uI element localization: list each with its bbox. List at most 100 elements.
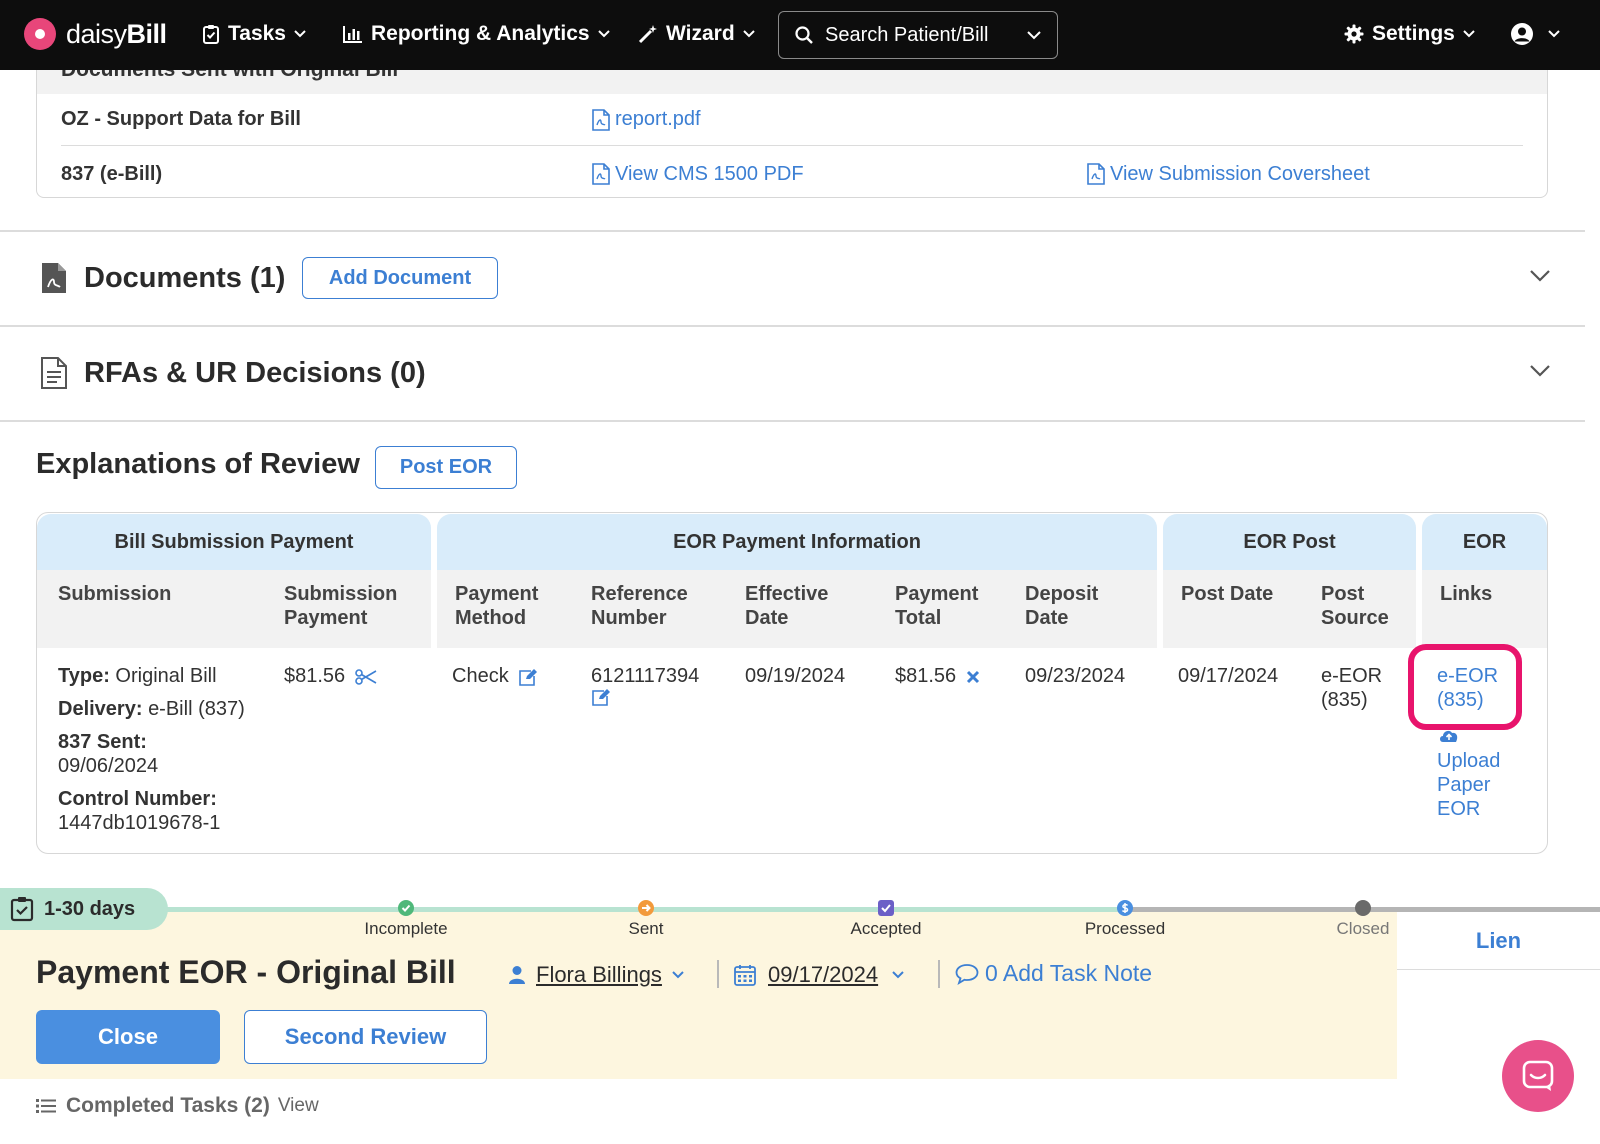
documents-title: Documents (1)	[84, 261, 286, 294]
divider	[938, 960, 940, 988]
status-step-sent: Sent	[566, 900, 726, 939]
header-line: Method	[455, 607, 527, 629]
nav-reporting-menu[interactable]: Reporting & Analytics	[343, 22, 610, 46]
subheader-bg	[37, 570, 431, 648]
close-task-button[interactable]: Close	[36, 1010, 220, 1064]
view-completed-link[interactable]: View	[277, 1095, 319, 1116]
arrow-circle-icon	[638, 900, 654, 916]
group-header-eor-payment-information: EOR Payment Information	[437, 514, 1157, 570]
link-line: Paper	[1437, 774, 1491, 796]
documents-section-header[interactable]: Documents (1) Add Document	[40, 248, 1560, 308]
payment-total-value: $81.56	[895, 665, 957, 687]
task-note-label: 0 Add Task Note	[985, 960, 1153, 986]
completed-tasks-label: Completed Tasks (2)	[66, 1094, 270, 1117]
nav-settings-menu[interactable]: Settings	[1344, 22, 1475, 46]
days-badge-label: 1-30 days	[44, 897, 136, 920]
step-label: Sent	[628, 919, 664, 938]
completed-tasks-toggle[interactable]: Completed Tasks (2) View	[36, 1094, 319, 1118]
remove-x-icon[interactable]	[966, 670, 980, 684]
chevron-down-icon	[742, 30, 755, 38]
days-badge: 1-30 days	[0, 888, 168, 930]
bar-chart-icon	[343, 26, 362, 43]
document-type-label: 837 (e-Bill)	[61, 162, 163, 185]
chevron-down-icon	[1027, 30, 1041, 39]
chevron-down-icon	[597, 30, 610, 38]
tab-lien[interactable]: Lien	[1397, 912, 1600, 970]
header-line: Payment	[455, 583, 539, 605]
column-header-reference-number: Reference Number	[591, 582, 688, 630]
submission-control-number: Control Number: 1447db1019678-1	[58, 787, 278, 835]
step-label: Incomplete	[364, 919, 448, 938]
nav-tasks-label: Tasks	[228, 22, 286, 45]
daisybill-logo[interactable]: daisyBill	[24, 18, 167, 50]
e-eor-835-link[interactable]: e-EOR (835)	[1437, 664, 1498, 712]
nav-tasks-menu[interactable]: Tasks	[202, 22, 306, 46]
assignee-name: Flora Billings	[536, 962, 662, 987]
view-submission-coversheet-link[interactable]: View Submission Coversheet	[1087, 163, 1370, 186]
daisy-flower-icon	[24, 18, 56, 50]
step-label: Closed	[1336, 919, 1390, 938]
status-step-processed: Processed	[1045, 900, 1205, 939]
field-value: Original Bill	[115, 665, 217, 687]
header-line: Payment	[284, 607, 368, 629]
sent-documents-panel: Documents Sent with Original Bill OZ - S…	[36, 70, 1548, 198]
logo-text: daisyBill	[66, 19, 167, 50]
link-line: Upload	[1437, 750, 1501, 772]
nav-wizard-menu[interactable]: Wizard	[638, 22, 755, 46]
step-label: Processed	[1084, 919, 1166, 938]
search-icon	[795, 26, 813, 44]
edit-icon[interactable]	[518, 668, 538, 686]
edit-icon[interactable]	[591, 688, 611, 706]
post-date-cell: 09/17/2024	[1178, 665, 1279, 687]
chat-support-button[interactable]	[1502, 1040, 1574, 1112]
task-date-dropdown[interactable]: 09/17/2024	[734, 962, 904, 988]
column-header-effective-date: Effective Date	[745, 582, 828, 630]
column-header-payment-total: Payment Total	[895, 582, 978, 630]
nav-reporting-label: Reporting & Analytics	[371, 22, 590, 45]
submission-details: Type: Original Bill Delivery: e-Bill (83…	[58, 664, 278, 835]
upload-paper-eor-link[interactable]: Upload Paper EOR	[1437, 749, 1500, 821]
comment-icon	[955, 963, 979, 985]
status-step-incomplete: Incomplete	[326, 900, 486, 939]
view-cms-1500-pdf-label: View CMS 1500 PDF	[615, 162, 804, 185]
column-header-submission: Submission	[58, 583, 172, 605]
task-title: Payment EOR - Original Bill	[36, 954, 456, 990]
field-value: 1447db1019678-1	[58, 812, 221, 834]
search-patient-bill-dropdown[interactable]: Search Patient/Bill	[778, 11, 1058, 59]
report-pdf-link[interactable]: report.pdf	[592, 108, 701, 131]
group-header-bill-submission-payment: Bill Submission Payment	[37, 514, 431, 570]
search-label: Search Patient/Bill	[825, 23, 989, 46]
chevron-down-icon[interactable]	[1530, 270, 1550, 282]
reference-number-cell: 6121117394	[591, 664, 699, 706]
view-cms-1500-pdf-link[interactable]: View CMS 1500 PDF	[592, 163, 804, 186]
rfas-section-header[interactable]: RFAs & UR Decisions (0)	[40, 343, 1560, 403]
field-value: 09/06/2024	[58, 755, 159, 777]
user-circle-icon	[1511, 23, 1533, 45]
step-label: Accepted	[850, 919, 922, 938]
user-account-menu[interactable]	[1510, 22, 1560, 46]
field-label: Control Number:	[58, 788, 217, 810]
section-divider	[0, 420, 1585, 422]
second-review-button[interactable]: Second Review	[244, 1010, 487, 1064]
magic-wand-icon	[638, 25, 657, 44]
chevron-down-icon[interactable]	[1530, 365, 1550, 377]
field-label: Delivery:	[58, 698, 143, 720]
deposit-date-cell: 09/23/2024	[1025, 665, 1126, 687]
chevron-down-icon	[1463, 30, 1475, 38]
link-line: e-EOR	[1437, 665, 1499, 687]
group-header-eor: EOR	[1422, 514, 1547, 570]
report-pdf-label: report.pdf	[615, 108, 701, 130]
post-eor-button[interactable]: Post EOR	[375, 446, 517, 489]
submission-sent: 837 Sent: 09/06/2024	[58, 730, 278, 778]
add-document-button[interactable]: Add Document	[302, 257, 498, 299]
header-line: Number	[591, 607, 667, 629]
chevron-down-icon	[1548, 30, 1560, 38]
cloud-upload-icon	[1440, 730, 1458, 742]
header-line: Source	[1321, 607, 1389, 629]
post-source-cell: e-EOR (835)	[1321, 664, 1382, 712]
highlight-annotation	[1408, 644, 1522, 730]
logo-text-bold: Bill	[126, 18, 168, 49]
scissors-icon[interactable]	[354, 668, 377, 685]
assignee-dropdown[interactable]: Flora Billings	[508, 962, 684, 988]
add-task-note-link[interactable]: 0 Add Task Note	[955, 960, 1152, 987]
